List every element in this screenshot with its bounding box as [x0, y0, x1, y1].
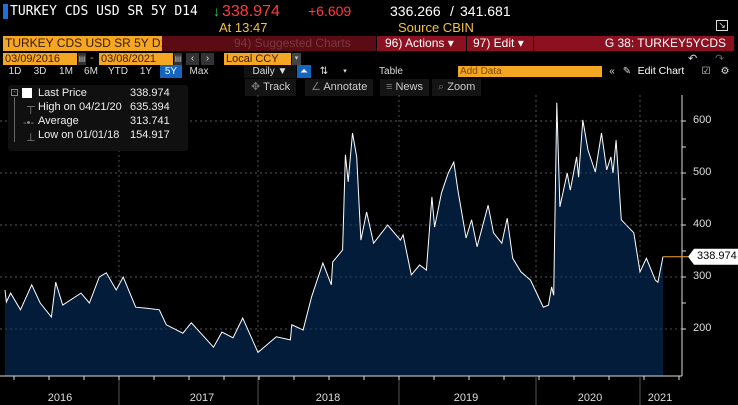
suggested-charts-menu[interactable]: 94) Suggested Charts — [162, 36, 376, 51]
x-tick-label: 2020 — [577, 392, 603, 404]
date-range-dash: - — [90, 52, 94, 64]
ask-price: 341.681 — [460, 3, 511, 19]
currency-select[interactable]: Local CCY — [224, 53, 291, 65]
settings-gear-icon[interactable]: ⚙ — [720, 66, 730, 77]
period-6m[interactable]: 6M — [84, 66, 98, 77]
legend: - ⊤ -•- ⊥ Last Price 338.974 High on 04/… — [8, 85, 188, 151]
legend-label: Average — [38, 115, 79, 127]
line-chart-icon[interactable]: ⏶ — [297, 65, 311, 78]
pencil-icon: ✎ — [622, 66, 632, 77]
y-tick-label: 200 — [693, 322, 712, 334]
chart-type-dropdown-icon[interactable]: ▾ — [343, 68, 347, 75]
frequency-select[interactable]: Daily ▼ — [244, 65, 296, 78]
x-tick-label: 2017 — [189, 392, 215, 404]
legend-value: 635.394 — [130, 101, 170, 113]
track-button[interactable]: ✥ Track — [245, 79, 297, 96]
add-data-input[interactable]: Add Data — [458, 66, 602, 77]
price-line — [4, 102, 664, 354]
security-color-marker — [3, 4, 8, 19]
news-icon: ≡ — [386, 81, 396, 93]
last-price: 338.974 — [222, 3, 280, 20]
edit-chart-button[interactable]: Edit Chart — [637, 65, 685, 77]
calendar-icon[interactable]: ▤ — [78, 53, 86, 65]
low-marker-icon: ⊥ — [26, 132, 36, 144]
currency-dropdown-icon[interactable]: ▾ — [292, 53, 301, 65]
period-5y[interactable]: 5Y — [160, 65, 182, 78]
magnifier-icon: ⌕ — [438, 81, 448, 93]
table-button[interactable]: Table — [379, 66, 403, 77]
collapse-icon[interactable]: « — [609, 66, 615, 77]
period-1m[interactable]: 1M — [59, 66, 73, 77]
annotate-button[interactable]: ∠ Annotate — [305, 79, 374, 96]
last-price-tag-label: 338.974 — [697, 249, 737, 262]
zoom-label: Zoom — [447, 81, 476, 93]
price-change: +6.609 — [308, 3, 352, 19]
news-label: News — [395, 81, 423, 93]
undo-icon[interactable]: ↶ — [688, 53, 698, 65]
bid-ask-separator: / — [450, 3, 454, 19]
previous-period-button[interactable]: ‹ — [186, 53, 199, 65]
zoom-button[interactable]: ⌕ Zoom — [432, 79, 482, 96]
high-marker-icon: ⊤ — [26, 105, 36, 117]
price-area-fill — [5, 102, 663, 377]
x-tick-label: 2016 — [47, 392, 73, 404]
chart-id: G 38: TURKEY5YCDS — [534, 36, 734, 51]
x-tick-label: 2021 — [647, 392, 673, 404]
y-tick-label: 400 — [693, 218, 712, 230]
track-label: Track — [263, 81, 291, 93]
actions-menu[interactable]: 96) Actions ▾ — [377, 36, 466, 51]
legend-value: 154.917 — [130, 129, 170, 141]
average-marker-icon: -•- — [23, 117, 35, 129]
y-tick-label: 600 — [693, 114, 712, 126]
x-tick-label: 2019 — [453, 392, 479, 404]
security-name: TURKEY CDS USD SR 5Y D14 — [10, 4, 198, 19]
period-1d[interactable]: 1D — [8, 66, 22, 77]
chart-type-icon[interactable]: ⇅ — [319, 66, 329, 77]
legend-label: Last Price — [38, 87, 87, 99]
bid-price: 336.266 — [390, 3, 441, 19]
y-tick-label: 500 — [693, 166, 712, 178]
legend-label: High on 04/21/20 — [38, 101, 122, 113]
start-date-input[interactable]: 03/09/2016 — [3, 53, 77, 65]
quote-time: At 13:47 — [219, 20, 268, 35]
legend-value: 313.741 — [130, 115, 170, 127]
chart-title-field[interactable]: TURKEY CDS USD SR 5Y D14 Cor — [3, 36, 162, 51]
annotation-edit-icon[interactable]: ☑ — [701, 66, 711, 77]
calendar-icon[interactable]: ▤ — [174, 53, 182, 65]
last-price-swatch — [22, 88, 32, 98]
y-tick-label: 300 — [693, 270, 712, 282]
end-date-input[interactable]: 03/08/2021 — [99, 53, 173, 65]
annotate-label: Annotate — [323, 81, 368, 93]
news-button[interactable]: ≡ News — [380, 79, 429, 96]
quote-source: Source CBIN — [398, 20, 474, 35]
annotate-icon: ∠ — [311, 81, 324, 93]
period-3d[interactable]: 3D — [33, 66, 47, 77]
period-ytd[interactable]: YTD — [108, 66, 128, 77]
period-1y[interactable]: 1Y — [139, 66, 153, 77]
legend-label: Low on 01/01/18 — [38, 129, 120, 141]
redo-icon[interactable]: ↷ — [715, 53, 725, 65]
crosshair-icon: ✥ — [251, 81, 264, 93]
last-price-tag — [688, 248, 738, 265]
down-arrow-icon: ↓ — [213, 3, 220, 19]
collapse-legend-icon[interactable]: - — [11, 89, 18, 96]
next-period-button[interactable]: › — [201, 53, 214, 65]
edit-menu[interactable]: 97) Edit ▾ — [467, 36, 533, 51]
popout-icon[interactable]: ↘ — [716, 20, 728, 31]
period-max[interactable]: Max — [189, 66, 209, 77]
legend-value: 338.974 — [130, 87, 170, 99]
legend-tree-line — [14, 97, 15, 142]
x-tick-label: 2018 — [315, 392, 341, 404]
